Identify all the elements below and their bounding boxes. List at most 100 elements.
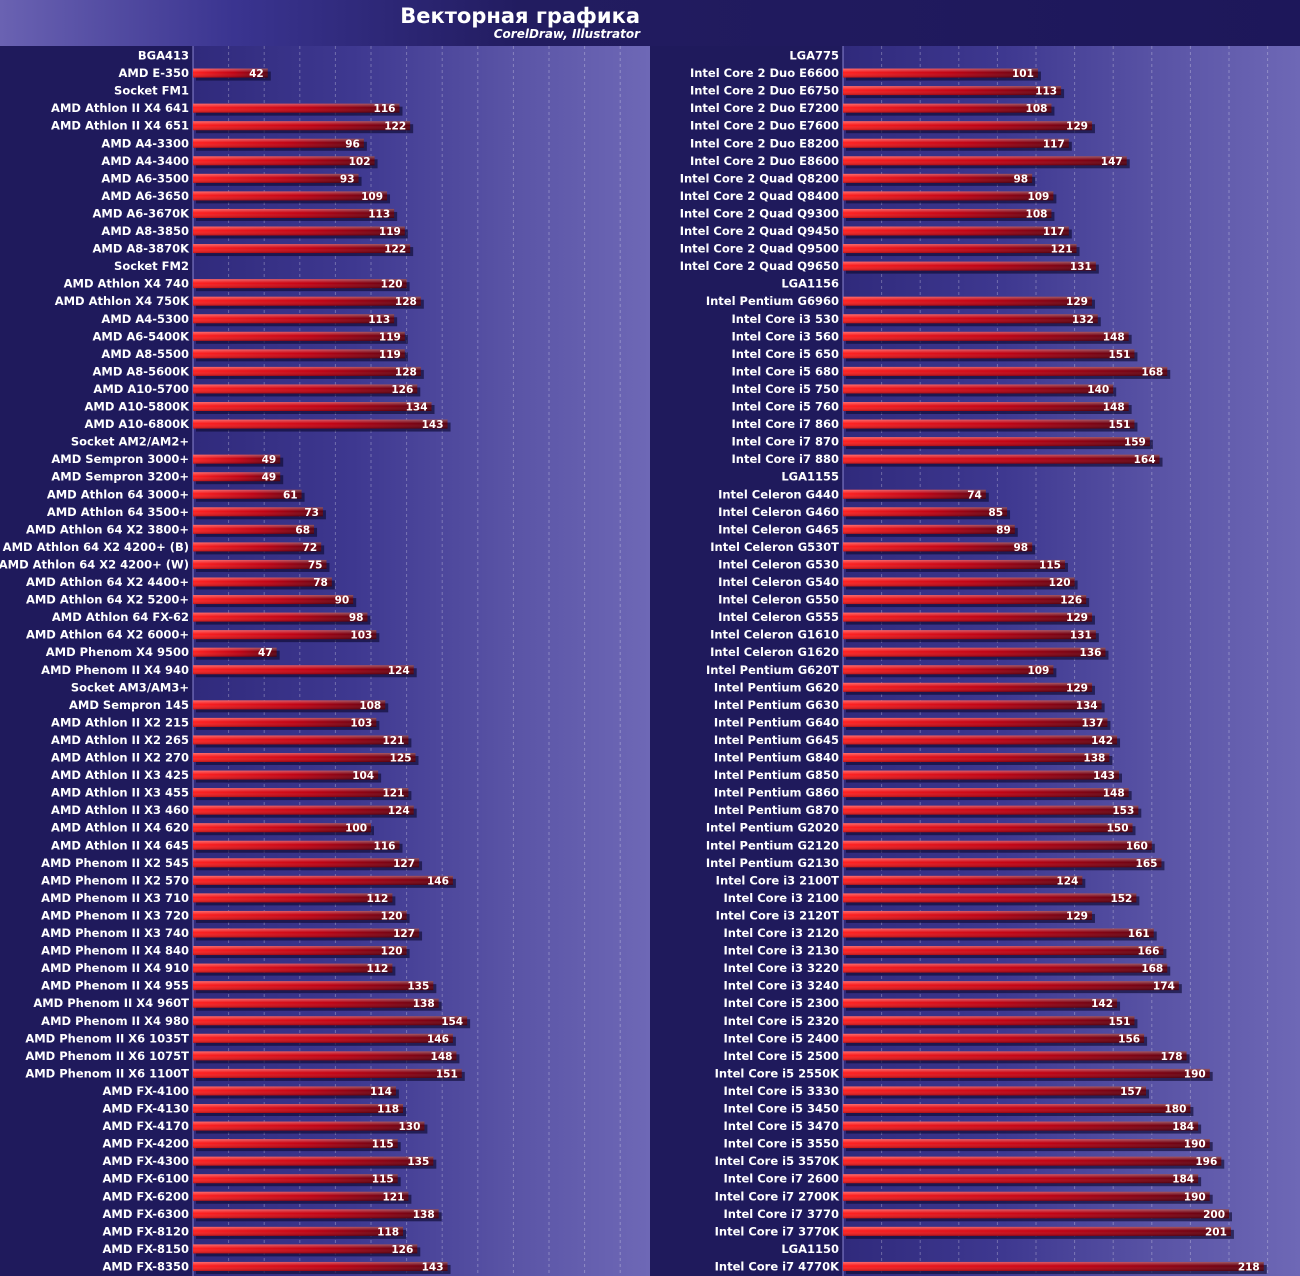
value-label: 102: [349, 156, 371, 168]
category-label: AMD Athlon II X3 425: [51, 768, 189, 782]
category-label: Intel Pentium G6960: [706, 294, 839, 308]
category-label: Intel Core 2 Quad Q8200: [680, 171, 839, 185]
bar-highlight: [843, 1121, 1199, 1131]
value-label: 129: [1066, 121, 1088, 133]
category-label: AMD Phenom II X6 1075T: [25, 1049, 189, 1063]
bar-highlight: [193, 893, 393, 903]
bar-highlight: [193, 805, 414, 815]
value-label: 148: [431, 1051, 453, 1063]
category-label: AMD Phenom II X6 1100T: [25, 1066, 189, 1080]
value-label: 161: [1128, 928, 1150, 940]
category-label: AMD Phenom II X4 980: [41, 1014, 189, 1028]
value-label: 159: [1124, 437, 1146, 449]
value-label: 138: [413, 1209, 435, 1221]
category-label: AMD A10-6800K: [85, 417, 191, 431]
value-label: 200: [1203, 1209, 1225, 1221]
value-label: 140: [1087, 384, 1109, 396]
group-label: Socket AM2/AM2+: [71, 435, 189, 449]
value-label: 112: [366, 893, 388, 905]
value-label: 93: [340, 173, 355, 185]
bar-highlight: [843, 1086, 1147, 1096]
category-label: Intel Celeron G465: [718, 522, 839, 536]
bar-highlight: [193, 788, 409, 798]
category-label: AMD Sempron 3200+: [51, 470, 189, 484]
bar-highlight: [843, 1191, 1210, 1201]
category-label: AMD Athlon 64 X2 4200+ (B): [3, 540, 189, 554]
bar-highlight: [193, 753, 416, 762]
bar-highlight: [843, 647, 1106, 657]
bar-highlight: [843, 437, 1150, 447]
category-label: Intel Pentium G630: [714, 698, 839, 712]
value-label: 148: [1103, 788, 1125, 800]
bar-highlight: [193, 1156, 434, 1166]
category-label: AMD Athlon 64 3000+: [47, 487, 189, 501]
category-label: AMD Phenom II X3 710: [41, 891, 189, 905]
value-label: 119: [379, 226, 401, 238]
bar-highlight: [193, 454, 281, 464]
value-label: 113: [368, 314, 390, 326]
value-label: 168: [1141, 963, 1163, 975]
value-label: 115: [372, 1139, 394, 1151]
bar-highlight: [193, 665, 414, 675]
value-label: 117: [1043, 226, 1065, 238]
value-label: 143: [1093, 770, 1115, 782]
category-label: AMD Phenom II X2 545: [41, 856, 189, 870]
value-label: 153: [1112, 805, 1134, 817]
bar-highlight: [193, 875, 453, 885]
category-label: Intel Pentium G870: [714, 803, 839, 817]
bar-highlight: [843, 331, 1129, 341]
bar-highlight: [843, 788, 1129, 798]
category-label: Intel Core 2 Quad Q8400: [680, 189, 839, 203]
category-label: Intel Core i5 2400: [724, 1031, 839, 1045]
category-label: AMD FX-6100: [103, 1172, 189, 1186]
value-label: 184: [1172, 1121, 1194, 1133]
category-label: Intel Core i5 3470: [724, 1119, 839, 1133]
category-label: AMD A6-3650: [101, 189, 189, 203]
value-label: 152: [1110, 893, 1132, 905]
category-label: AMD Athlon II X3 455: [51, 786, 189, 800]
category-label: AMD FX-4200: [103, 1137, 189, 1151]
value-label: 112: [366, 963, 388, 975]
category-label: Intel Core i5 3550: [724, 1137, 839, 1151]
value-label: 151: [1109, 419, 1131, 431]
bar-highlight: [843, 226, 1069, 236]
category-label: Intel Core i7 2700K: [715, 1189, 840, 1203]
value-label: 120: [1049, 577, 1071, 589]
value-label: 101: [1012, 68, 1034, 80]
category-label: AMD Athlon II X3 460: [51, 803, 189, 817]
value-label: 109: [1027, 191, 1049, 203]
bar-highlight: [193, 1174, 398, 1184]
category-label: Intel Core 2 Quad Q9450: [680, 224, 839, 238]
bar-highlight: [193, 402, 432, 411]
bar-highlight: [193, 1191, 409, 1201]
bar-highlight: [193, 156, 375, 166]
bar-highlight: [193, 1051, 457, 1061]
value-label: 130: [398, 1121, 420, 1133]
value-label: 129: [1066, 910, 1088, 922]
bar-highlight: [843, 946, 1164, 956]
category-label: Intel Core i3 3220: [724, 961, 839, 975]
bar-highlight: [193, 384, 418, 394]
bar-highlight: [843, 1139, 1210, 1149]
bar-highlight: [193, 858, 420, 868]
bar-highlight: [843, 753, 1110, 762]
value-label: 68: [295, 524, 310, 536]
category-label: Intel Core i5 2300: [724, 996, 839, 1010]
value-label: 190: [1184, 1068, 1206, 1080]
value-label: 114: [370, 1086, 392, 1098]
category-label: Intel Core i5 650: [732, 347, 839, 361]
bar-highlight: [193, 173, 359, 183]
category-label: Intel Celeron G550: [718, 593, 839, 607]
bar-highlight: [843, 191, 1054, 201]
value-label: 126: [391, 1244, 413, 1256]
value-label: 121: [382, 735, 404, 747]
bar-highlight: [843, 542, 1033, 552]
value-label: 120: [381, 910, 403, 922]
bar-highlight: [193, 717, 377, 727]
bar-highlight: [843, 507, 1008, 517]
value-label: 90: [335, 595, 350, 607]
category-label: Intel Celeron G1620: [710, 645, 839, 659]
bar-highlight: [843, 875, 1083, 885]
bar-highlight: [193, 208, 395, 218]
category-label: AMD Athlon X4 740: [64, 277, 189, 291]
